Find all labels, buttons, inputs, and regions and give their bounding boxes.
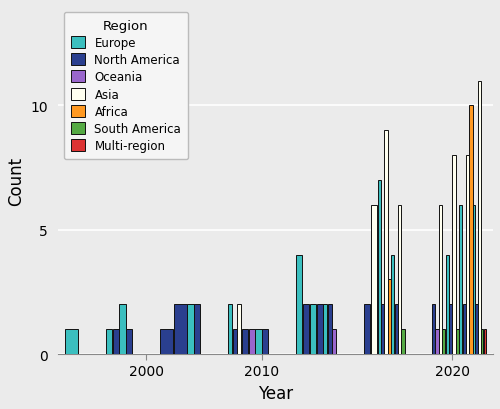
Bar: [388, 280, 391, 354]
Bar: [452, 156, 456, 354]
Bar: [262, 329, 268, 354]
Bar: [256, 329, 262, 354]
Bar: [398, 205, 401, 354]
Bar: [446, 255, 448, 354]
Bar: [248, 329, 255, 354]
Bar: [310, 305, 316, 354]
Bar: [459, 205, 462, 354]
Bar: [442, 329, 446, 354]
Bar: [112, 329, 119, 354]
Bar: [232, 329, 236, 354]
Bar: [439, 205, 442, 354]
Bar: [303, 305, 309, 354]
Legend: Europe, North America, Oceania, Asia, Africa, South America, Multi-region: Europe, North America, Oceania, Asia, Af…: [64, 13, 188, 160]
Bar: [332, 329, 336, 354]
Bar: [381, 305, 384, 354]
Bar: [323, 305, 328, 354]
Bar: [484, 329, 486, 354]
Bar: [228, 305, 232, 354]
Bar: [237, 305, 242, 354]
Bar: [120, 305, 126, 354]
Bar: [449, 305, 452, 354]
Bar: [481, 329, 484, 354]
Bar: [371, 205, 377, 354]
Bar: [402, 329, 404, 354]
Bar: [296, 255, 302, 354]
Bar: [432, 305, 435, 354]
Bar: [470, 106, 472, 354]
Bar: [394, 305, 398, 354]
Bar: [328, 305, 332, 354]
Bar: [160, 329, 173, 354]
Bar: [188, 305, 194, 354]
Bar: [126, 329, 132, 354]
Bar: [316, 305, 323, 354]
Bar: [194, 305, 200, 354]
Bar: [473, 205, 476, 354]
Bar: [391, 255, 394, 354]
Bar: [364, 305, 370, 354]
Bar: [174, 305, 186, 354]
Bar: [242, 329, 248, 354]
Y-axis label: Count: Count: [7, 156, 25, 205]
Bar: [378, 180, 380, 354]
Bar: [462, 305, 466, 354]
Bar: [65, 329, 78, 354]
Bar: [436, 329, 438, 354]
X-axis label: Year: Year: [258, 384, 293, 402]
Bar: [478, 81, 480, 354]
Bar: [456, 329, 459, 354]
Bar: [476, 305, 478, 354]
Bar: [466, 156, 469, 354]
Bar: [106, 329, 112, 354]
Bar: [384, 131, 388, 354]
